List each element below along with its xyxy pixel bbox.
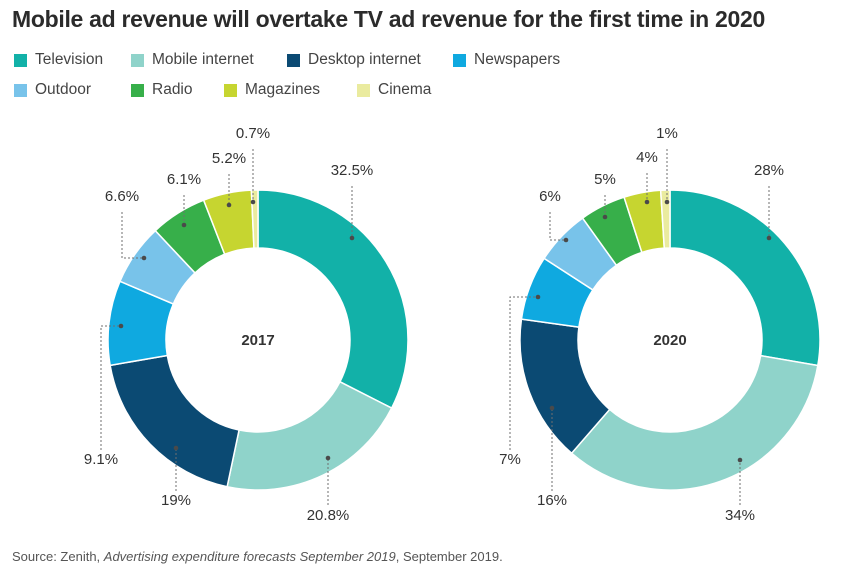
- legend-swatch: [131, 83, 144, 97]
- donut-2020: 28% 34% 16% 7% 6% 5% 4% 1% 2020: [499, 125, 821, 524]
- legend-swatch: [287, 53, 300, 67]
- legend-label: Cinema: [378, 81, 432, 98]
- legend-item-cinema: Cinema: [357, 80, 431, 100]
- donut-center-label: 2020: [653, 332, 686, 349]
- data-label-newspapers: 9.1%: [84, 451, 118, 468]
- leader-dot-desktop-internet: [173, 445, 179, 451]
- leader-dot-cinema: [250, 199, 256, 205]
- legend-label: Newspapers: [474, 51, 561, 68]
- legend-item-mobile-internet: Mobile internet: [131, 50, 254, 70]
- slice-mobile-internet: [570, 354, 819, 491]
- leader-dot-television: [766, 235, 772, 241]
- leader-dot-outdoor: [141, 255, 147, 261]
- legend-label: Magazines: [245, 81, 320, 98]
- chart-title: Mobile ad revenue will overtake TV ad re…: [12, 6, 765, 32]
- leader-line-newspapers: [509, 296, 538, 450]
- legend-label: Desktop internet: [308, 51, 421, 68]
- data-label-cinema: 1%: [656, 125, 678, 142]
- leader-dot-mobile-internet: [737, 457, 743, 463]
- donut-2017: 32.5% 20.8% 19% 9.1% 6.6% 6.1% 5.2% 0.7% 2017: [84, 125, 409, 524]
- leader-line-outdoor: [549, 212, 566, 241]
- legend-swatch: [131, 53, 144, 67]
- legend-label: Outdoor: [35, 81, 92, 98]
- source-prefix: Source: Zenith,: [12, 549, 104, 564]
- source-publication: Advertising expenditure forecasts Septem…: [103, 549, 396, 564]
- leader-dot-magazines: [226, 202, 232, 208]
- leader-dot-television: [349, 235, 355, 241]
- legend-swatch: [357, 83, 370, 97]
- leader-dot-desktop-internet: [549, 405, 555, 411]
- legend-swatch: [453, 53, 466, 67]
- data-label-desktop-internet: 16%: [537, 492, 567, 509]
- leader-dot-newspapers: [535, 294, 541, 300]
- leader-dot-radio: [181, 222, 187, 228]
- legend-item-outdoor: Outdoor: [14, 80, 91, 100]
- data-label-television: 28%: [754, 162, 784, 179]
- source-note: Source: Zenith, Advertising expenditure …: [12, 549, 503, 564]
- leader-dot-cinema: [664, 199, 670, 205]
- slice-cinema: [659, 189, 671, 249]
- slice-desktop-internet: [109, 354, 240, 488]
- slice-television: [257, 189, 409, 410]
- data-label-mobile-internet: 34%: [725, 507, 755, 524]
- leader-dot-newspapers: [118, 323, 124, 329]
- legend-swatch: [224, 83, 237, 97]
- data-label-desktop-internet: 19%: [161, 492, 191, 509]
- leader-dot-mobile-internet: [325, 455, 331, 461]
- legend-item-desktop-internet: Desktop internet: [287, 50, 421, 70]
- legend-item-television: Television: [14, 50, 103, 70]
- legend-label: Radio: [152, 81, 193, 98]
- data-label-magazines: 5.2%: [212, 150, 246, 167]
- leader-dot-radio: [602, 214, 608, 220]
- data-label-newspapers: 7%: [499, 451, 521, 468]
- slice-cinema: [250, 189, 259, 249]
- data-label-outdoor: 6%: [539, 188, 561, 205]
- data-label-television: 32.5%: [331, 162, 374, 179]
- legend-item-radio: Radio: [131, 80, 193, 100]
- data-label-outdoor: 6.6%: [105, 188, 139, 205]
- leader-line-outdoor: [121, 212, 144, 259]
- legend-item-newspapers: Newspapers: [453, 50, 560, 70]
- legend-item-magazines: Magazines: [224, 80, 320, 100]
- legend-label: Television: [35, 51, 104, 68]
- data-label-radio: 5%: [594, 171, 616, 188]
- legend-swatch: [14, 83, 27, 97]
- legend-label: Mobile internet: [152, 51, 254, 68]
- leader-dot-outdoor: [563, 237, 569, 243]
- donut-center-label: 2017: [241, 332, 274, 349]
- legend-swatch: [14, 53, 27, 67]
- slice-television: [669, 189, 821, 367]
- leader-line-newspapers: [100, 325, 121, 450]
- slice-mobile-internet: [226, 380, 393, 491]
- data-label-magazines: 4%: [636, 149, 658, 166]
- source-suffix: , September 2019.: [395, 549, 503, 564]
- leader-dot-magazines: [644, 199, 650, 205]
- data-label-radio: 6.1%: [167, 171, 201, 188]
- data-label-mobile-internet: 20.8%: [307, 507, 350, 524]
- data-label-cinema: 0.7%: [236, 125, 270, 142]
